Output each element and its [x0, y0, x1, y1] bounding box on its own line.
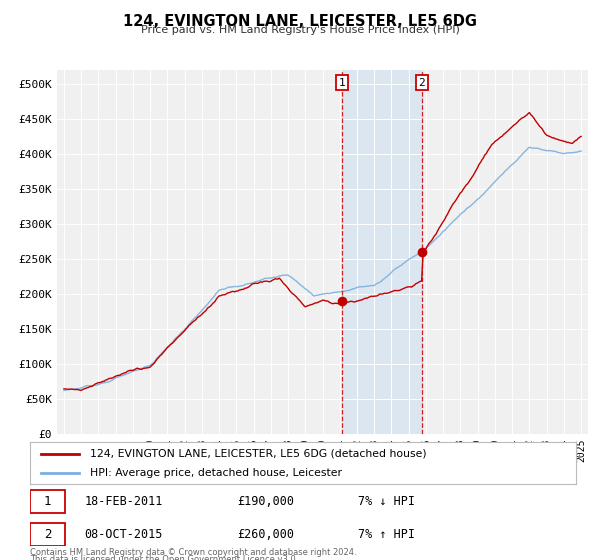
Text: 2: 2: [44, 528, 52, 541]
Text: 2: 2: [419, 78, 425, 87]
Text: 18-FEB-2011: 18-FEB-2011: [85, 496, 163, 508]
Text: HPI: Average price, detached house, Leicester: HPI: Average price, detached house, Leic…: [90, 468, 342, 478]
FancyBboxPatch shape: [30, 491, 65, 514]
Bar: [342, 70, 422, 434]
Text: 1: 1: [44, 496, 52, 508]
Text: £260,000: £260,000: [238, 528, 295, 541]
Text: 124, EVINGTON LANE, LEICESTER, LE5 6DG: 124, EVINGTON LANE, LEICESTER, LE5 6DG: [123, 14, 477, 29]
FancyBboxPatch shape: [30, 523, 65, 545]
Text: Contains HM Land Registry data © Crown copyright and database right 2024.: Contains HM Land Registry data © Crown c…: [30, 548, 356, 557]
Text: 08-OCT-2015: 08-OCT-2015: [85, 528, 163, 541]
Text: Price paid vs. HM Land Registry's House Price Index (HPI): Price paid vs. HM Land Registry's House …: [140, 25, 460, 35]
Text: £190,000: £190,000: [238, 496, 295, 508]
Text: 7% ↓ HPI: 7% ↓ HPI: [358, 496, 415, 508]
Text: 7% ↑ HPI: 7% ↑ HPI: [358, 528, 415, 541]
Text: 1: 1: [338, 78, 346, 87]
Text: This data is licensed under the Open Government Licence v3.0.: This data is licensed under the Open Gov…: [30, 555, 298, 560]
Text: 124, EVINGTON LANE, LEICESTER, LE5 6DG (detached house): 124, EVINGTON LANE, LEICESTER, LE5 6DG (…: [90, 449, 427, 459]
